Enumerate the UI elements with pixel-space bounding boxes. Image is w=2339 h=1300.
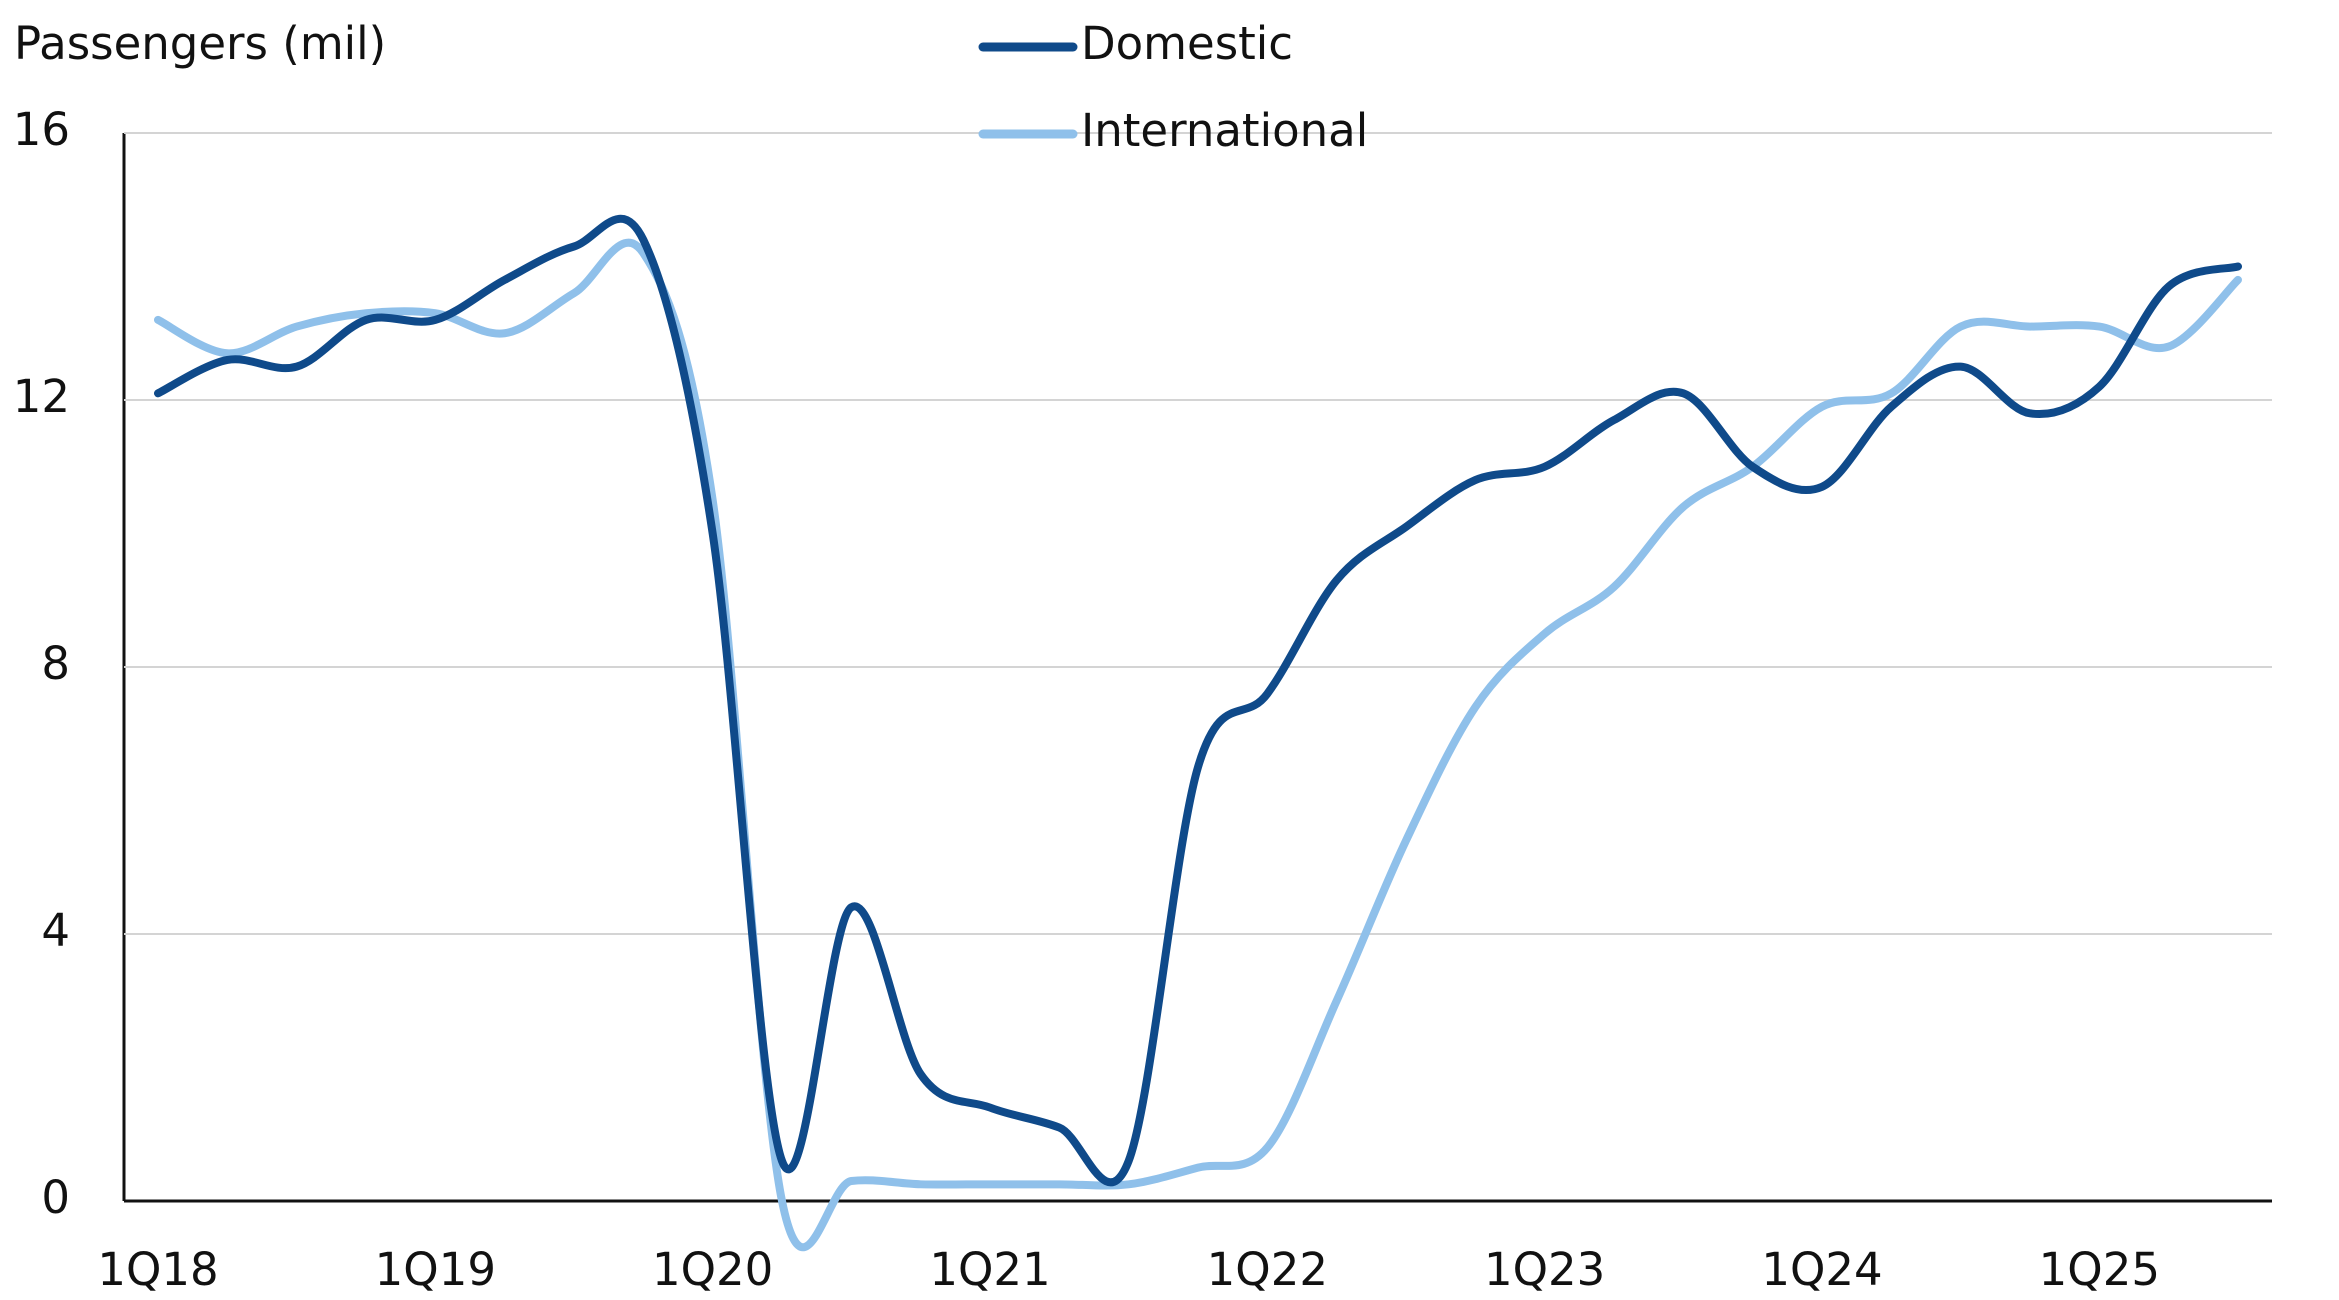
legend-label: International: [1081, 104, 1368, 157]
x-tick-label: 1Q24: [1761, 1243, 1882, 1296]
x-tick-label: 1Q21: [929, 1243, 1050, 1296]
y-tick-label: 16: [13, 103, 70, 156]
y-axis-title: Passengers (mil): [14, 17, 386, 70]
y-tick-label: 8: [41, 637, 70, 690]
x-tick-label: 1Q22: [1207, 1243, 1328, 1296]
x-tick-label: 1Q23: [1484, 1243, 1605, 1296]
series-line: [154, 214, 2242, 1187]
x-tick-label: 1Q20: [652, 1243, 773, 1296]
y-tick-label: 12: [13, 370, 70, 423]
x-tick-label: 1Q25: [2039, 1243, 2160, 1296]
y-tick-label: 4: [41, 904, 70, 957]
series-line: [154, 238, 2242, 1252]
x-tick-label: 1Q18: [97, 1243, 218, 1296]
legend-label: Domestic: [1081, 17, 1293, 70]
y-tick-label: 0: [41, 1171, 70, 1224]
x-tick-label: 1Q19: [375, 1243, 496, 1296]
